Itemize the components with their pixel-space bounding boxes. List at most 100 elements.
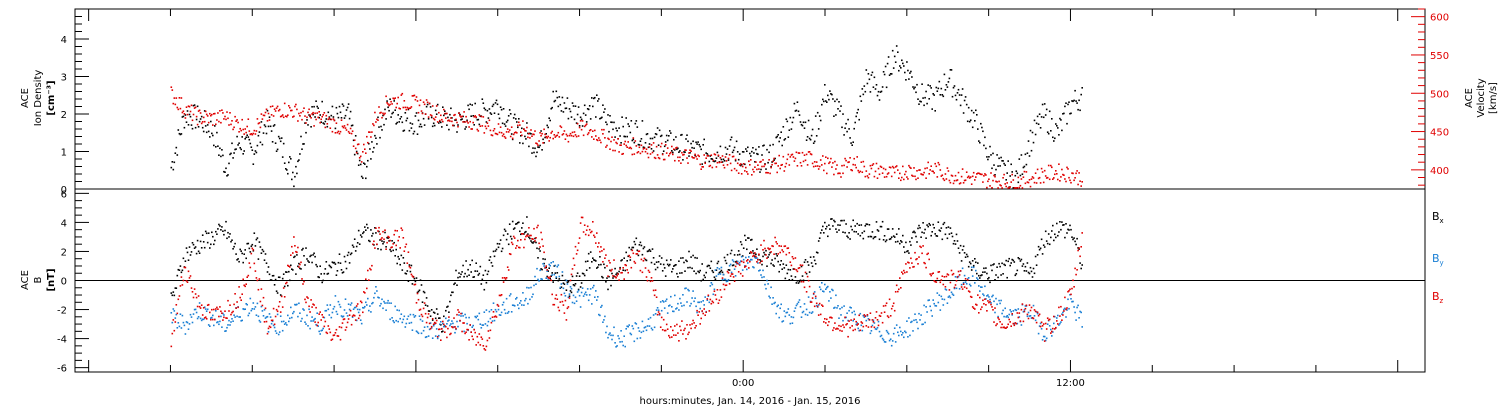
data-point (847, 335, 849, 338)
data-point (1052, 224, 1054, 227)
data-point (783, 170, 786, 172)
data-point (207, 324, 210, 326)
data-point (905, 263, 907, 265)
data-point (816, 111, 819, 114)
data-point (467, 268, 469, 271)
data-point (703, 138, 705, 141)
data-point (364, 226, 366, 228)
data-point (1047, 132, 1050, 135)
data-point (630, 266, 633, 269)
data-point (441, 118, 443, 121)
data-point (661, 300, 664, 302)
data-point (587, 299, 590, 302)
data-point (704, 276, 706, 279)
data-point (186, 281, 189, 283)
data-point (670, 326, 672, 328)
data-point (467, 104, 469, 107)
data-point (926, 167, 928, 169)
data-point (814, 295, 817, 298)
data-point (864, 175, 867, 178)
data-point (815, 251, 818, 254)
data-point (285, 168, 287, 170)
data-point (765, 254, 767, 256)
data-point (614, 276, 616, 278)
data-point (566, 283, 569, 285)
data-point (301, 148, 303, 150)
data-point (620, 272, 622, 274)
data-point (1066, 122, 1068, 125)
data-point (188, 277, 191, 279)
data-point (1015, 187, 1018, 189)
data-point (729, 252, 732, 255)
data-point (761, 263, 763, 266)
data-point (983, 175, 985, 177)
data-point (593, 234, 595, 237)
data-point (348, 308, 351, 311)
data-point (707, 155, 710, 157)
data-point (955, 179, 958, 182)
data-point (276, 292, 279, 294)
data-point (436, 337, 439, 340)
data-point (170, 312, 173, 314)
data-point (1007, 160, 1009, 162)
data-point (366, 135, 368, 138)
data-point (1008, 313, 1010, 316)
data-point (370, 229, 372, 231)
data-point (871, 319, 874, 321)
data-point (256, 237, 259, 239)
data-point (310, 126, 312, 128)
data-point (869, 332, 872, 335)
data-point (500, 131, 503, 134)
data-point (597, 266, 599, 268)
data-point (605, 121, 607, 123)
data-point (778, 245, 780, 247)
data-point (853, 310, 855, 313)
data-point (268, 116, 271, 118)
data-point (419, 279, 422, 281)
data-point (358, 314, 361, 317)
data-point (768, 295, 770, 298)
data-point (561, 271, 564, 273)
data-point (974, 258, 976, 260)
data-point (384, 231, 386, 234)
series-Bz (170, 216, 1083, 351)
data-point (599, 256, 601, 258)
data-point (292, 252, 294, 254)
data-point (678, 309, 680, 311)
data-point (601, 304, 603, 307)
data-point (356, 308, 359, 311)
data-point (276, 313, 279, 316)
data-point (712, 159, 715, 162)
data-point (889, 73, 892, 75)
data-point (583, 224, 586, 226)
data-point (475, 316, 477, 319)
data-point (325, 331, 328, 334)
data-point (237, 121, 239, 124)
data-point (688, 155, 690, 157)
data-point (206, 115, 209, 117)
data-point (988, 301, 990, 304)
data-point (669, 130, 671, 132)
data-point (1016, 312, 1019, 314)
data-point (1041, 253, 1044, 255)
data-point (281, 114, 284, 116)
data-point (956, 240, 959, 242)
data-point (911, 320, 913, 323)
data-point (246, 125, 248, 128)
data-point (558, 309, 561, 312)
data-point (961, 249, 964, 251)
data-point (595, 242, 597, 244)
data-point (851, 144, 853, 146)
data-point (1074, 240, 1076, 243)
data-point (963, 274, 966, 277)
data-point (206, 308, 209, 311)
data-point (263, 321, 266, 323)
data-point (518, 221, 520, 224)
data-point (266, 271, 269, 273)
data-point (612, 334, 614, 337)
data-point (764, 163, 766, 166)
data-point (805, 291, 808, 293)
data-point (415, 112, 418, 114)
data-point (970, 266, 973, 269)
data-point (692, 319, 694, 322)
